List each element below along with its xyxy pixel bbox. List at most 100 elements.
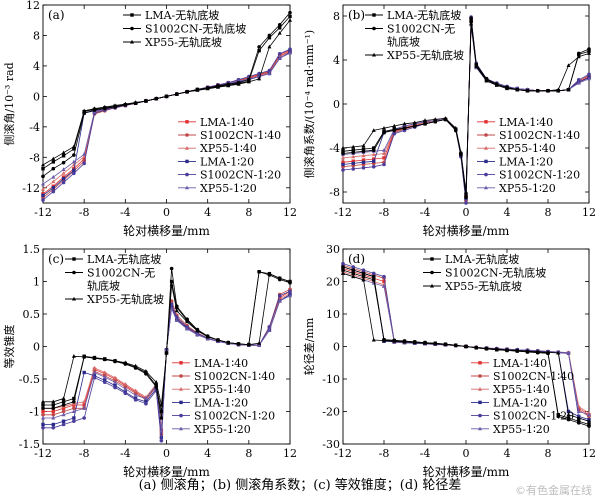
series-point xyxy=(257,76,262,81)
legend-marker-point xyxy=(185,185,189,190)
series-point xyxy=(159,438,164,443)
series-point xyxy=(453,126,458,130)
series-point xyxy=(576,409,581,413)
series-point xyxy=(72,416,76,420)
y-tick-label: -1.5 xyxy=(19,438,40,451)
legend-label-line: S1002CN-无轨底坡 xyxy=(145,22,246,36)
series-point xyxy=(433,117,438,121)
series-point xyxy=(174,308,179,313)
series-point xyxy=(51,160,55,164)
series-point xyxy=(515,348,520,352)
legend-label: LMA-1∶20 xyxy=(493,396,547,409)
series-point xyxy=(277,51,282,56)
y-tick-label: -30 xyxy=(322,438,340,451)
legend-slope: LMA-1∶40S1002CN-1∶40XP55-1∶40LMA-1∶20S10… xyxy=(178,116,281,195)
series-point xyxy=(51,403,55,407)
series-point xyxy=(382,151,386,155)
y-tick-label: -8 xyxy=(329,186,340,199)
series-point xyxy=(41,187,45,191)
y-tick-label: 4 xyxy=(33,60,40,73)
series-point xyxy=(277,23,282,27)
legend-slope: LMA-1∶40S1002CN-1∶40XP55-1∶40LMA-1∶20S10… xyxy=(477,116,580,195)
y-tick-label: 8 xyxy=(333,10,340,23)
series-point xyxy=(341,151,345,156)
series-point xyxy=(195,328,200,333)
series-point xyxy=(464,344,468,348)
legend-marker-point xyxy=(179,387,183,391)
series-point xyxy=(72,147,76,151)
series-point xyxy=(382,279,386,284)
legend-label: LMA-无轨底坡 xyxy=(445,252,519,266)
series-point xyxy=(361,153,366,158)
series-xp55 xyxy=(41,18,292,167)
series-point xyxy=(71,159,76,164)
series-point xyxy=(51,415,56,420)
series-point xyxy=(361,277,366,282)
series-point xyxy=(41,399,45,404)
y-tick-label: 1 xyxy=(33,276,40,289)
legend-label: LMA-1∶20 xyxy=(200,155,254,168)
series-point xyxy=(102,380,107,385)
series-xp55 xyxy=(341,21,591,194)
series-point xyxy=(174,91,179,96)
series-point xyxy=(236,341,241,346)
series-point xyxy=(458,150,463,154)
series-point xyxy=(267,71,272,76)
series-point xyxy=(133,398,138,402)
series-point xyxy=(566,412,571,417)
series-line xyxy=(43,268,291,419)
legend-label: LMA-无轨底坡 xyxy=(87,252,161,266)
series-point xyxy=(484,78,489,83)
legend-slope: LMA-1∶40S1002CN-1∶40XP55-1∶40LMA-1∶20S10… xyxy=(172,357,275,436)
legend-label-line: 轨底坡 xyxy=(387,35,420,49)
series-point xyxy=(412,124,417,128)
legend-label: XP55-1∶20 xyxy=(194,423,251,436)
series-point xyxy=(72,396,76,401)
series-point xyxy=(102,357,107,361)
series-point xyxy=(341,268,345,272)
series-point xyxy=(392,339,397,343)
series-point xyxy=(82,399,87,404)
legend-marker-point xyxy=(484,159,488,164)
x-axis-label: 轮对横移量/mm xyxy=(123,465,210,479)
legend-label: S1002CN-1∶40 xyxy=(200,129,281,142)
series-point xyxy=(474,64,479,69)
x-tick-label: 8 xyxy=(245,447,252,460)
legend-marker-point xyxy=(484,120,488,124)
series-point xyxy=(341,162,345,167)
legend-marker-point xyxy=(185,133,189,137)
series-point xyxy=(371,152,376,157)
series-point xyxy=(525,88,530,93)
series-point xyxy=(267,44,272,49)
series-point xyxy=(341,265,345,269)
series-point xyxy=(61,176,66,181)
x-tick-label: 4 xyxy=(504,447,511,460)
series-point xyxy=(341,271,345,275)
legend-label: XP55-1∶40 xyxy=(194,383,251,396)
legend-marker-point xyxy=(372,13,376,17)
series-xp55-1-20 xyxy=(41,50,292,186)
series-point xyxy=(72,153,76,157)
y-axis-label: 侧滚角系数/(10⁻⁴ rad·mm⁻¹) xyxy=(302,30,316,178)
series-point xyxy=(159,428,164,433)
series-point xyxy=(71,144,76,149)
series-point xyxy=(433,341,438,346)
series-point xyxy=(484,346,489,350)
series-point xyxy=(587,51,591,55)
y-tick-label: 1.5 xyxy=(23,243,41,256)
legend-marker-point xyxy=(130,39,134,44)
x-tick-label: 12 xyxy=(582,206,596,219)
series-point xyxy=(113,385,117,390)
legend-label: LMA-1∶40 xyxy=(194,357,248,370)
legend-label: XP55-1∶20 xyxy=(493,423,550,436)
series-point xyxy=(159,416,164,420)
y-tick-label: 0.5 xyxy=(23,308,41,321)
series-point xyxy=(412,120,417,125)
series-point xyxy=(566,417,571,422)
x-tick-label: -12 xyxy=(334,447,352,460)
series-point xyxy=(61,167,66,171)
series-point xyxy=(423,341,427,345)
series-point xyxy=(382,284,386,288)
legend-label: XP55-无轨底坡 xyxy=(145,35,222,49)
x-tick-label: 0 xyxy=(163,447,170,460)
